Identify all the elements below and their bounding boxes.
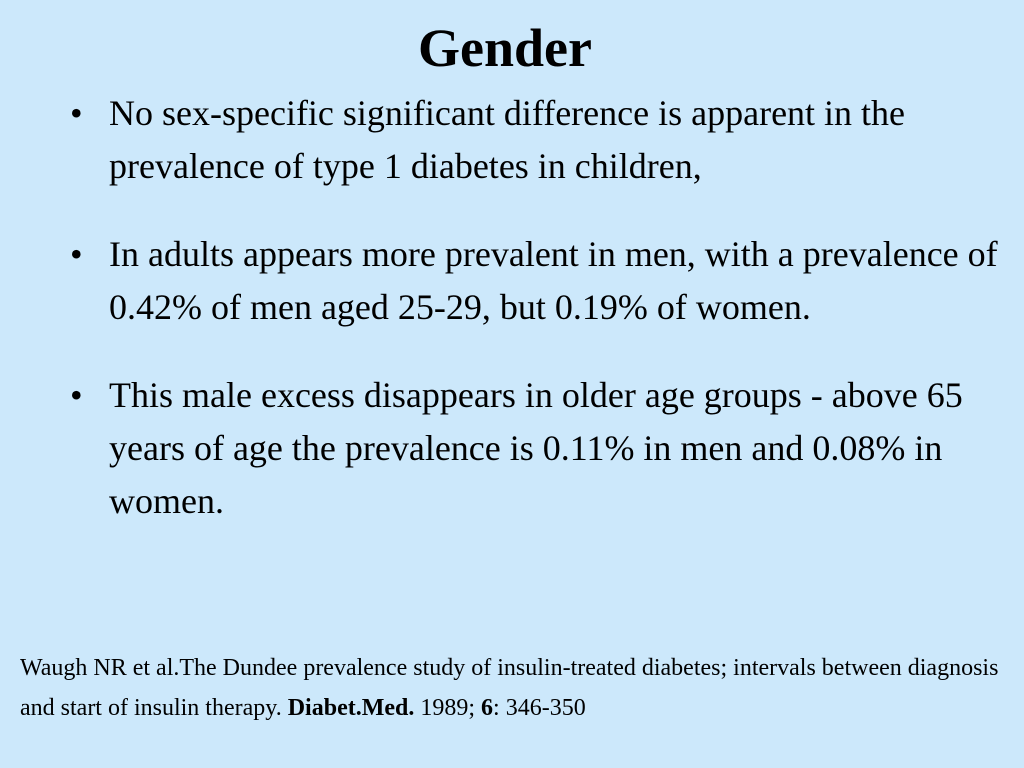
reference-year: 1989; bbox=[414, 695, 482, 721]
reference-volume: 6 bbox=[481, 695, 494, 721]
bullet-item-1: • No sex-specific significant difference… bbox=[0, 87, 1024, 193]
reference-main: Waugh NR et al.The Dundee prevalence stu… bbox=[20, 655, 999, 721]
bullet-text-2: In adults appears more prevalent in men,… bbox=[109, 234, 998, 327]
bullet-item-3: • This male excess disappears in older a… bbox=[0, 369, 1024, 528]
bullet-dot-icon: • bbox=[70, 93, 83, 133]
reference-pages: : 346-350 bbox=[493, 695, 586, 721]
bullet-list: • No sex-specific significant difference… bbox=[0, 87, 1024, 528]
slide-title: Gender bbox=[418, 18, 592, 78]
bullet-item-2: • In adults appears more prevalent in me… bbox=[0, 228, 1024, 334]
reference-citation: Waugh NR et al.The Dundee prevalence stu… bbox=[20, 648, 1020, 728]
bullet-dot-icon: • bbox=[70, 375, 83, 415]
bullet-dot-icon: • bbox=[70, 234, 83, 274]
bullet-text-1: No sex-specific significant difference i… bbox=[109, 93, 906, 186]
bullet-text-3: This male excess disappears in older age… bbox=[109, 375, 963, 521]
reference-journal: Diabet.Med. bbox=[287, 695, 415, 721]
